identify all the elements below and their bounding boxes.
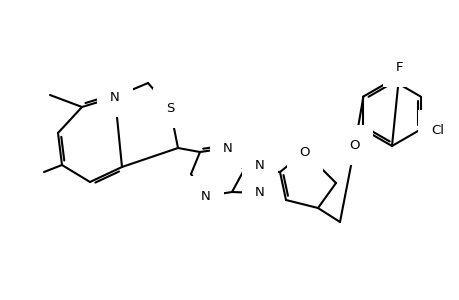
Text: N: N [255, 158, 264, 172]
Text: O: O [299, 146, 309, 158]
Text: N: N [201, 190, 210, 202]
Text: O: O [349, 139, 359, 152]
Text: S: S [165, 101, 174, 115]
Text: N: N [255, 187, 264, 200]
Text: Cl: Cl [431, 124, 443, 136]
Text: F: F [395, 61, 403, 74]
Text: N: N [223, 142, 232, 154]
Text: N: N [110, 91, 120, 103]
